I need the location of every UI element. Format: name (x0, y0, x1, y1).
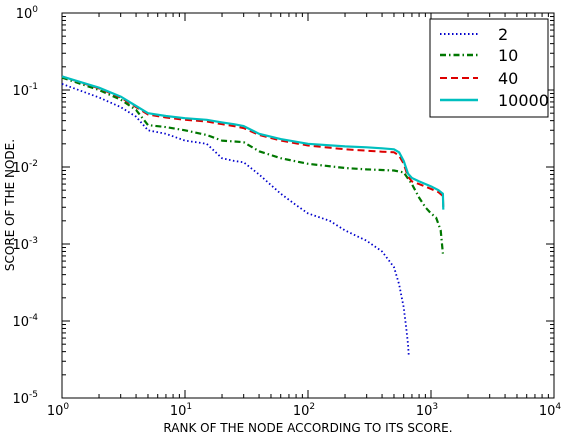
y-tick-label-5: 100 (16, 5, 39, 22)
legend: 2 10 40 10000 (429, 18, 549, 118)
svg-text:100: 100 (16, 5, 39, 22)
x-axis-title: RANK OF THE NODE ACCORDING TO ITS SCORE. (163, 421, 452, 435)
y-tick-label-4: 10-1 (12, 82, 38, 99)
series-line-10 (61, 76, 444, 254)
svg-text:102: 102 (293, 402, 315, 419)
legend-label-40: 40 (498, 69, 518, 88)
minor-ticks (62, 13, 554, 398)
x-tick-label-0: 100 (47, 402, 70, 419)
svg-text:10-5: 10-5 (12, 390, 38, 407)
svg-text:10-2: 10-2 (12, 159, 38, 176)
svg-text:104: 104 (539, 402, 562, 419)
svg-text:101: 101 (170, 402, 192, 419)
y-axis-title: SCORE OF THE NODE. (3, 139, 17, 271)
x-tick-label-1: 101 (170, 402, 192, 419)
y-tick-label-1: 10-4 (12, 313, 38, 330)
legend-label-10000: 10000 (498, 91, 549, 110)
series-layer (61, 75, 445, 357)
svg-text:10-3: 10-3 (12, 236, 38, 253)
series-line-40 (61, 75, 445, 208)
legend-label-10: 10 (498, 46, 518, 65)
svg-text:103: 103 (416, 402, 438, 419)
svg-text:100: 100 (47, 402, 70, 419)
x-tick-label-4: 104 (539, 402, 562, 419)
legend-label-2: 2 (498, 25, 508, 44)
svg-text:10-4: 10-4 (12, 313, 38, 330)
y-tick-label-2: 10-3 (12, 236, 38, 253)
x-tick-label-2: 102 (293, 402, 315, 419)
y-tick-label-0: 10-5 (12, 390, 38, 407)
y-tick-label-3: 10-2 (12, 159, 38, 176)
x-tick-label-3: 103 (416, 402, 438, 419)
series-line-10000 (61, 75, 445, 210)
svg-text:10-1: 10-1 (12, 82, 38, 99)
